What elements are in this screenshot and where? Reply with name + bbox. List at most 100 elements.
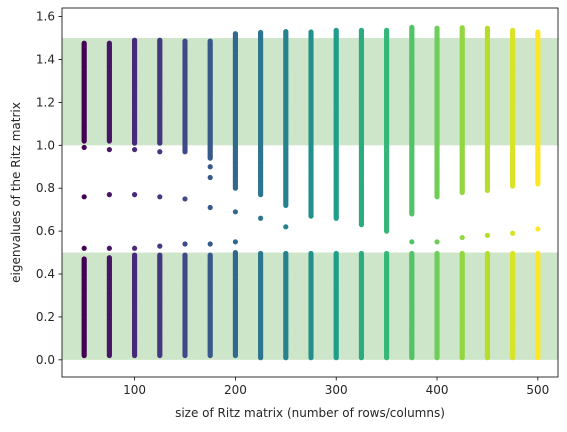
data-point [207, 164, 213, 170]
data-point [409, 24, 415, 30]
y-tick-label: 0.0 [36, 353, 55, 367]
y-axis-ticks: 0.0 0.2 0.4 0.6 0.8 1.0 1.2 1.4 1.6 [36, 10, 62, 367]
y-tick-label: 0.4 [36, 267, 55, 281]
x-tick-label: 500 [526, 383, 549, 397]
point-column [308, 29, 314, 361]
data-point [409, 239, 415, 245]
data-point [106, 146, 112, 153]
data-point [81, 40, 87, 46]
data-point [283, 28, 289, 35]
data-point [157, 37, 163, 43]
data-point [207, 204, 213, 211]
y-tick-label: 1.0 [36, 138, 55, 152]
point-column [131, 37, 138, 359]
point-column [484, 25, 491, 361]
data-point [157, 194, 163, 200]
data-point [106, 245, 112, 251]
data-point [333, 27, 339, 33]
data-point [232, 209, 238, 215]
data-point [510, 230, 516, 236]
data-point [384, 27, 390, 33]
data-point [106, 255, 112, 261]
point-column [384, 27, 390, 361]
y-tick-label: 1.2 [36, 95, 55, 109]
data-point [434, 25, 440, 31]
data-point [81, 194, 87, 200]
x-axis-label: size of Ritz matrix (number of rows/colu… [175, 406, 445, 420]
data-point [510, 27, 516, 33]
point-column [258, 29, 264, 361]
data-point [232, 239, 238, 245]
data-point [510, 250, 516, 257]
data-point [131, 146, 138, 153]
data-point [232, 249, 238, 256]
data-point [409, 250, 415, 257]
data-points [81, 24, 541, 361]
data-point [207, 252, 213, 258]
data-point [484, 250, 491, 257]
data-point [434, 239, 440, 245]
data-point [207, 38, 213, 44]
point-column [535, 29, 541, 361]
y-tick-label: 1.4 [36, 52, 55, 66]
point-column [283, 28, 289, 361]
data-point [207, 241, 213, 247]
data-point [182, 252, 188, 258]
point-column [232, 31, 238, 359]
data-point [459, 250, 465, 257]
point-column [434, 25, 440, 361]
data-point [308, 29, 314, 35]
data-point [258, 29, 264, 36]
point-column [333, 27, 339, 361]
x-tick-label: 200 [224, 383, 247, 397]
data-point [258, 250, 264, 257]
point-column [459, 25, 465, 361]
data-point [384, 250, 390, 257]
y-tick-label: 0.6 [36, 224, 55, 238]
plot-frame [61, 7, 559, 378]
point-column [106, 40, 112, 359]
data-point [182, 38, 188, 44]
data-point [131, 252, 138, 258]
data-point [283, 250, 289, 257]
data-point [182, 196, 188, 202]
data-point [131, 37, 138, 43]
data-point [535, 250, 541, 257]
data-point [207, 174, 213, 181]
data-point [106, 40, 112, 46]
x-tick-label: 100 [123, 383, 146, 397]
data-point [459, 234, 465, 241]
y-tick-label: 0.2 [36, 310, 55, 324]
x-axis-ticks: 100 200 300 400 500 [123, 377, 549, 397]
data-point [232, 31, 238, 37]
data-point [308, 250, 314, 257]
data-point [358, 250, 365, 257]
data-point [333, 250, 339, 257]
x-tick-label: 300 [325, 383, 348, 397]
point-column [157, 37, 163, 359]
data-point [358, 27, 365, 33]
data-point [157, 243, 163, 249]
data-point [81, 144, 87, 151]
data-point [182, 241, 188, 247]
data-point [157, 149, 163, 155]
point-column [510, 27, 516, 361]
data-point [535, 29, 541, 35]
data-point [157, 252, 163, 258]
data-point [434, 250, 440, 257]
data-point [283, 224, 289, 230]
data-point [258, 215, 264, 221]
point-column [81, 40, 87, 359]
point-column [207, 38, 213, 359]
data-point [131, 192, 138, 198]
point-column [358, 27, 365, 361]
x-tick-label: 400 [426, 383, 449, 397]
point-column [409, 24, 415, 361]
data-point [484, 232, 491, 239]
data-point [131, 245, 138, 251]
point-column [182, 38, 188, 359]
y-tick-label: 0.8 [36, 181, 55, 195]
data-point [106, 192, 112, 198]
y-tick-label: 1.6 [36, 10, 55, 24]
